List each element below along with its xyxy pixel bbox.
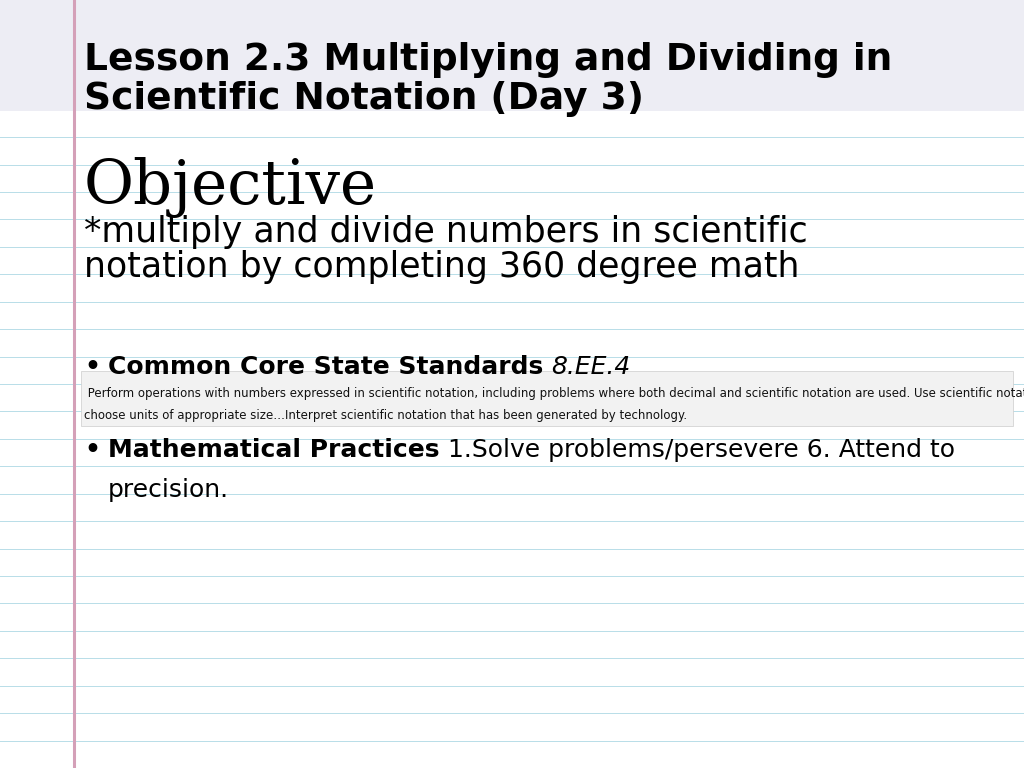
Text: •: • <box>84 438 100 462</box>
Text: precision.: precision. <box>108 478 228 502</box>
Text: 8.EE.4: 8.EE.4 <box>552 355 631 379</box>
Text: Perform operations with numbers expressed in scientific notation, including prob: Perform operations with numbers expresse… <box>84 387 1024 400</box>
Text: *multiply and divide numbers in scientific: *multiply and divide numbers in scientif… <box>84 215 808 249</box>
Text: Scientific Notation (Day 3): Scientific Notation (Day 3) <box>84 81 644 117</box>
Bar <box>0 0 1024 111</box>
Bar <box>81 371 1013 426</box>
Text: Mathematical Practices: Mathematical Practices <box>108 438 447 462</box>
Text: notation by completing 360 degree math: notation by completing 360 degree math <box>84 250 800 283</box>
Text: 1.Solve problems/persevere 6. Attend to: 1.Solve problems/persevere 6. Attend to <box>447 438 954 462</box>
Text: Common Core State Standards: Common Core State Standards <box>108 355 552 379</box>
Text: choose units of appropriate size…Interpret scientific notation that has been gen: choose units of appropriate size…Interpr… <box>84 409 687 422</box>
Text: •: • <box>84 355 100 379</box>
Text: Objective: Objective <box>84 157 377 218</box>
Text: Lesson 2.3 Multiplying and Dividing in: Lesson 2.3 Multiplying and Dividing in <box>84 42 892 78</box>
